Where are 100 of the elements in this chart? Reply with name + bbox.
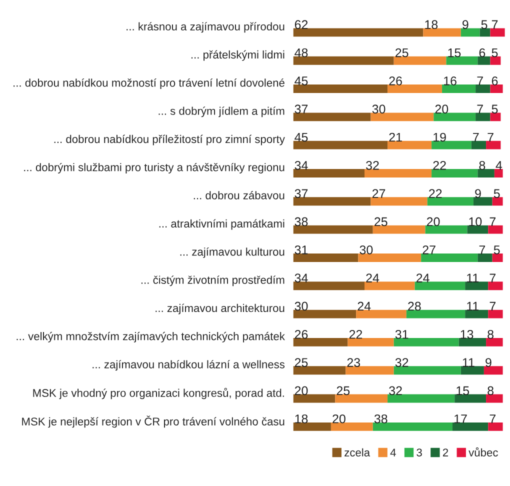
bar (480, 28, 490, 37)
y-tick-label: MSK je vhodný pro organizaci kongresů, porad atd. (33, 388, 284, 400)
data-label: 9 (462, 20, 468, 30)
bar (423, 28, 461, 37)
data-label: 32 (395, 358, 408, 367)
bar (488, 282, 503, 290)
bar (492, 197, 503, 206)
bar (293, 112, 371, 122)
data-label: 22 (349, 330, 362, 339)
bar (460, 366, 484, 375)
data-label: 20 (294, 386, 308, 396)
data-label: 6 (479, 48, 486, 58)
bar (490, 112, 501, 122)
data-label: 9 (486, 358, 492, 367)
bar (364, 282, 415, 290)
bar (425, 225, 468, 234)
data-label: 62 (294, 20, 308, 30)
data-label: 30 (360, 245, 373, 254)
data-label: 24 (416, 274, 430, 282)
data-label: 6 (492, 76, 498, 86)
data-label: 37 (294, 104, 308, 114)
bar (293, 366, 346, 375)
bar (388, 84, 442, 93)
y-tick-label: ... zajímavou nabídkou lázní a wellness (92, 360, 285, 371)
data-label: 5 (494, 189, 500, 198)
data-label: 18 (425, 20, 438, 30)
legend-label: 3 (416, 448, 422, 456)
y-tick-label: MSK je nejlepší region v ČR pro trávení volného času (22, 416, 284, 428)
data-label: 9 (475, 189, 481, 198)
data-label: 30 (372, 104, 386, 114)
bar (293, 254, 358, 262)
data-label: 8 (479, 160, 486, 170)
data-label: 7 (477, 76, 483, 86)
bar (293, 310, 356, 318)
data-label: 19 (434, 132, 446, 142)
data-label: 7 (490, 274, 496, 282)
bar (406, 310, 466, 318)
bar (432, 140, 472, 150)
data-label: 7 (490, 217, 496, 226)
bar (293, 28, 424, 37)
bar (293, 169, 364, 178)
y-tick-label: ... zajímavou kulturou (180, 247, 284, 258)
data-label: 27 (372, 189, 386, 198)
bar (458, 338, 486, 346)
legend-label: 4 (390, 448, 396, 456)
data-label: 7 (479, 246, 486, 254)
bar (488, 310, 503, 318)
data-label: 22 (433, 160, 446, 170)
bar (372, 422, 453, 431)
bar (488, 422, 503, 431)
data-label: 4 (496, 161, 502, 170)
bar (370, 112, 434, 122)
data-label: 28 (408, 302, 421, 311)
bar (394, 338, 459, 346)
data-label: 8 (488, 386, 494, 396)
data-label: 24 (358, 302, 371, 311)
y-tick-label: ... dobrou nabídkou možností pro trávení letní dovolené (14, 78, 284, 89)
bar (478, 254, 492, 262)
y-tick-label: ... krásnou a zajímavou přírodou (126, 22, 284, 33)
y-tick-label: ... přátelskými lidmi (191, 50, 284, 61)
data-label: 21 (389, 132, 402, 142)
data-label: 20 (435, 104, 448, 114)
bar (490, 28, 505, 37)
bar (358, 254, 422, 262)
data-label: 22 (429, 189, 442, 198)
bar (293, 422, 331, 431)
data-label: 13 (460, 330, 474, 339)
bar (370, 197, 428, 206)
bar (293, 394, 336, 403)
bar (454, 394, 486, 403)
data-label: 31 (294, 245, 308, 254)
bar (388, 140, 432, 150)
data-label: 5 (492, 104, 498, 114)
data-label: 15 (448, 48, 461, 58)
data-label: 5 (492, 48, 498, 58)
data-label: 27 (422, 245, 436, 254)
bar (293, 56, 394, 65)
bar (471, 140, 486, 150)
bar (330, 422, 373, 431)
bar (465, 282, 488, 290)
data-label: 15 (456, 386, 470, 396)
bar (293, 282, 364, 290)
data-label: 25 (294, 358, 308, 367)
data-label: 38 (294, 217, 308, 226)
data-label: 38 (374, 414, 388, 424)
data-label: 30 (294, 302, 308, 311)
legend-label: vůbec (468, 447, 498, 456)
data-label: 16 (444, 76, 456, 86)
y-tick-label: ... zajímavou architekturou (156, 304, 284, 314)
data-label: 31 (395, 330, 408, 339)
bar (372, 225, 426, 234)
bar (293, 140, 388, 150)
data-label: 7 (490, 414, 496, 424)
data-label: 7 (477, 104, 483, 114)
bar (460, 28, 480, 37)
data-label: 26 (389, 76, 402, 86)
bar (478, 169, 494, 178)
data-label: 7 (488, 132, 494, 142)
bar (492, 254, 503, 262)
bar (484, 366, 503, 375)
